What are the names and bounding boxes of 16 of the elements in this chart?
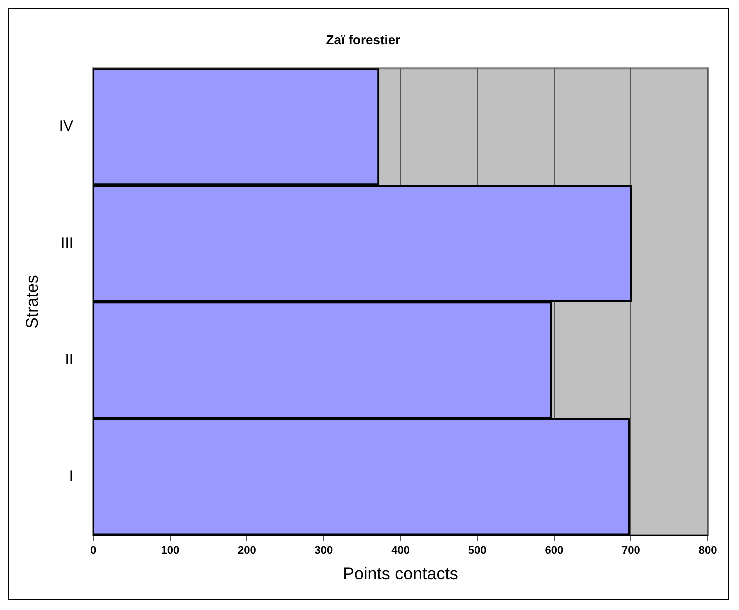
x-tick-label: 500 — [468, 545, 487, 558]
y-tick-label: IV — [59, 118, 74, 136]
x-axis-title: Points contacts — [343, 564, 458, 584]
y-tick-label: II — [65, 351, 74, 368]
x-tick-label: 600 — [545, 545, 564, 558]
chart-title: Zaï forestier — [326, 32, 401, 48]
x-tick-label: 800 — [698, 545, 718, 558]
x-tick-label: 0 — [90, 545, 97, 558]
x-tick-label: 700 — [622, 545, 640, 558]
x-tick-label: 400 — [392, 545, 410, 558]
x-tick-label: 300 — [314, 545, 334, 558]
x-tick-label: 100 — [161, 545, 180, 558]
y-axis-title: Strates — [22, 275, 42, 329]
y-tick-label: III — [61, 234, 74, 252]
x-tick-label: 200 — [238, 545, 256, 558]
y-tick-label: I — [69, 468, 74, 486]
